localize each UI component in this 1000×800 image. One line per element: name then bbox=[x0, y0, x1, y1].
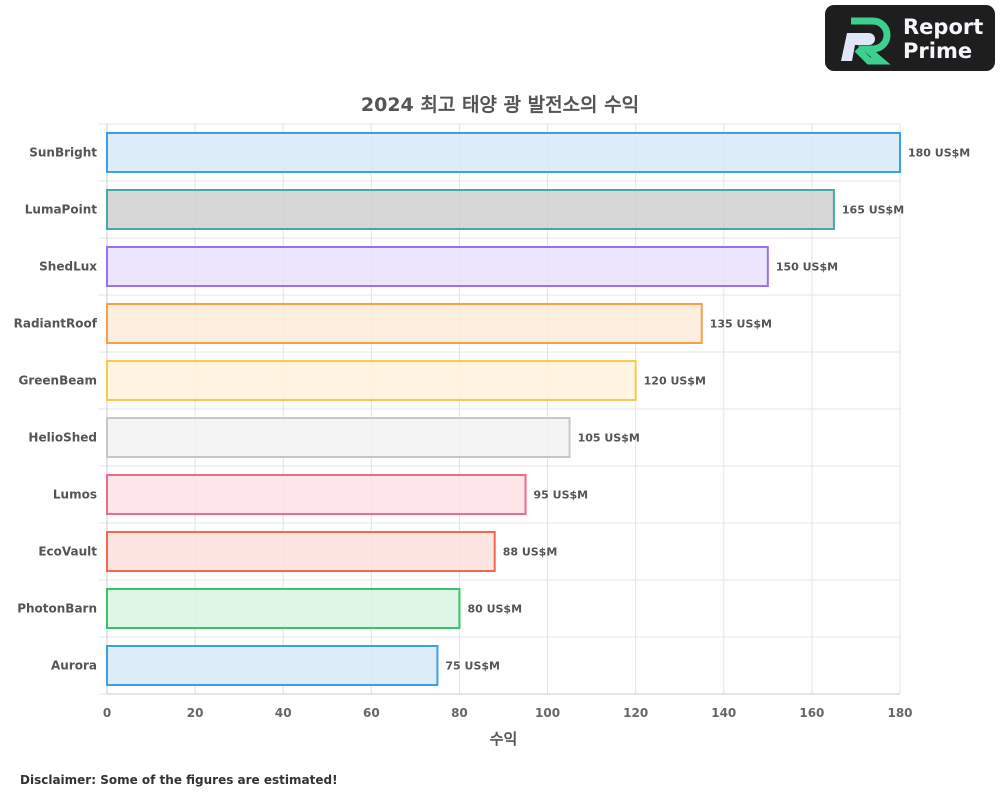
x-tick-label: 180 bbox=[887, 706, 912, 720]
data-label: 88 US$M bbox=[503, 546, 558, 559]
x-tick-label: 60 bbox=[363, 706, 380, 720]
data-label: 80 US$M bbox=[467, 603, 522, 616]
logo-text-line1: Report bbox=[903, 15, 984, 39]
data-label: 150 US$M bbox=[776, 261, 838, 274]
bar-sunbright bbox=[106, 132, 901, 173]
y-tick-label: EcoVault bbox=[38, 545, 97, 559]
logo-mark-icon bbox=[841, 17, 891, 65]
data-label: 180 US$M bbox=[908, 147, 970, 160]
data-label: 95 US$M bbox=[534, 489, 589, 502]
y-tick-label: SunBright bbox=[29, 146, 97, 160]
bar-greenbeam bbox=[106, 360, 637, 401]
data-label: 120 US$M bbox=[644, 375, 706, 388]
x-tick-label: 20 bbox=[187, 706, 204, 720]
x-tick-label: 40 bbox=[275, 706, 292, 720]
data-label: 75 US$M bbox=[445, 660, 500, 673]
y-tick-label: LumaPoint bbox=[25, 203, 97, 217]
bar-ecovault bbox=[106, 531, 496, 572]
bar-shedlux bbox=[106, 246, 769, 287]
x-tick-label: 80 bbox=[451, 706, 468, 720]
y-tick-label: HelioShed bbox=[28, 431, 97, 445]
y-tick-label: Aurora bbox=[51, 659, 97, 673]
y-tick-label: Lumos bbox=[53, 488, 97, 502]
x-tick-label: 0 bbox=[103, 706, 111, 720]
x-tick-label: 140 bbox=[711, 706, 736, 720]
bar-lumos bbox=[106, 474, 527, 515]
report-prime-logo: Report Prime bbox=[825, 5, 995, 71]
bar-lumapoint bbox=[106, 189, 835, 230]
bar-photonbarn bbox=[106, 588, 461, 629]
logo-text-line2: Prime bbox=[903, 39, 973, 63]
data-label: 105 US$M bbox=[578, 432, 640, 445]
x-tick-label: 120 bbox=[623, 706, 648, 720]
disclaimer: Disclaimer: Some of the figures are esti… bbox=[20, 773, 338, 787]
x-axis-title: 수익 bbox=[490, 730, 518, 748]
x-tick-label: 100 bbox=[535, 706, 560, 720]
chart-title: 2024 최고 태양 광 발전소의 수익 bbox=[360, 94, 640, 116]
y-tick-label: PhotonBarn bbox=[17, 602, 97, 616]
data-label: 135 US$M bbox=[710, 318, 772, 331]
bar-aurora bbox=[106, 645, 439, 686]
x-tick-label: 160 bbox=[799, 706, 824, 720]
y-tick-label: ShedLux bbox=[39, 260, 97, 274]
data-label: 165 US$M bbox=[842, 204, 904, 217]
bar-helioshed bbox=[106, 417, 571, 458]
y-tick-label: GreenBeam bbox=[19, 374, 97, 388]
bar-radiantroof bbox=[106, 303, 703, 344]
y-tick-label: RadiantRoof bbox=[14, 317, 98, 331]
